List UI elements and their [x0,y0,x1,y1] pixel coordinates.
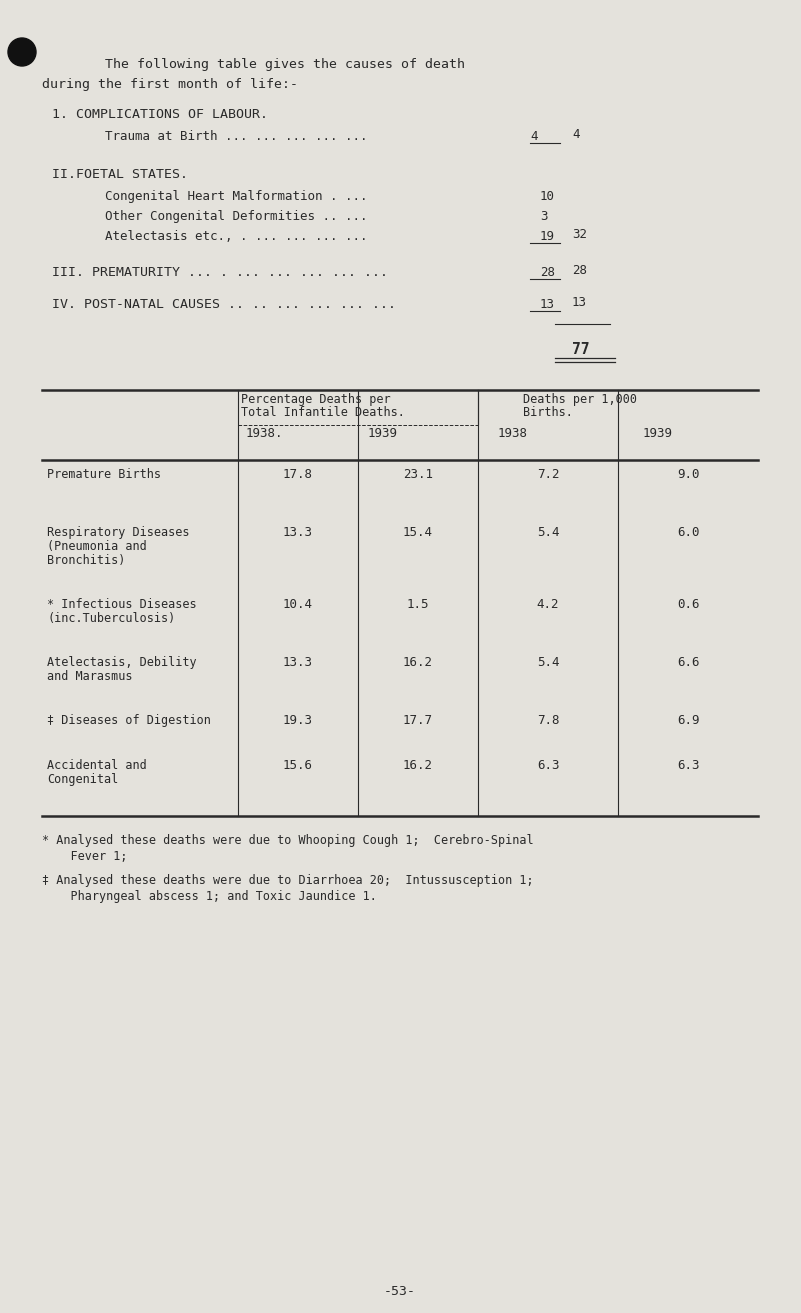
Text: Congenital Heart Malformation . ...: Congenital Heart Malformation . ... [105,190,368,204]
Text: 6.9: 6.9 [677,714,699,727]
Text: * Infectious Diseases: * Infectious Diseases [47,597,196,611]
Text: 32: 32 [572,228,587,242]
Text: 15.6: 15.6 [283,759,313,772]
Text: 19: 19 [540,230,555,243]
Text: * Analysed these deaths were due to Whooping Cough 1;  Cerebro-Spinal: * Analysed these deaths were due to Whoo… [42,834,533,847]
Text: Percentage Deaths per: Percentage Deaths per [241,393,391,406]
Text: IV. POST-NATAL CAUSES .. .. ... ... ... ...: IV. POST-NATAL CAUSES .. .. ... ... ... … [52,298,396,311]
Text: III. PREMATURITY ... . ... ... ... ... ...: III. PREMATURITY ... . ... ... ... ... .… [52,267,388,278]
Text: 6.6: 6.6 [677,656,699,670]
Text: 13.3: 13.3 [283,656,313,670]
Text: 9.0: 9.0 [677,467,699,481]
Text: Fever 1;: Fever 1; [42,850,127,863]
Text: 1938: 1938 [498,427,528,440]
Text: 28: 28 [572,264,587,277]
Text: 7.8: 7.8 [537,714,559,727]
Text: 7.2: 7.2 [537,467,559,481]
Text: Deaths per 1,000: Deaths per 1,000 [523,393,637,406]
Text: 13.3: 13.3 [283,527,313,540]
Text: 6.3: 6.3 [537,759,559,772]
Text: 16.2: 16.2 [403,759,433,772]
Text: 1. COMPLICATIONS OF LABOUR.: 1. COMPLICATIONS OF LABOUR. [52,108,268,121]
Text: 15.4: 15.4 [403,527,433,540]
Text: 6.0: 6.0 [677,527,699,540]
Text: Trauma at Birth ... ... ... ... ...: Trauma at Birth ... ... ... ... ... [105,130,368,143]
Text: ‡ Analysed these deaths were due to Diarrhoea 20;  Intussusception 1;: ‡ Analysed these deaths were due to Diar… [42,874,533,888]
Text: 13: 13 [540,298,555,311]
Text: 4.2: 4.2 [537,597,559,611]
Text: 10: 10 [540,190,555,204]
Text: 17.7: 17.7 [403,714,433,727]
Text: 13: 13 [572,295,587,309]
Text: (Pneumonia and: (Pneumonia and [47,540,147,553]
Text: during the first month of life:-: during the first month of life:- [42,77,298,91]
Text: (inc.Tuberculosis): (inc.Tuberculosis) [47,612,175,625]
Text: 17.8: 17.8 [283,467,313,481]
Text: 0.6: 0.6 [677,597,699,611]
Text: Pharyngeal abscess 1; and Toxic Jaundice 1.: Pharyngeal abscess 1; and Toxic Jaundice… [42,890,377,903]
Text: 19.3: 19.3 [283,714,313,727]
Text: Bronchitis): Bronchitis) [47,554,126,567]
Text: 10.4: 10.4 [283,597,313,611]
Text: 4: 4 [530,130,537,143]
Text: 1939: 1939 [643,427,673,440]
Text: Accidental and: Accidental and [47,759,147,772]
Circle shape [8,38,36,66]
Text: Total Infantile Deaths.: Total Infantile Deaths. [241,406,405,419]
Text: Births.: Births. [523,406,573,419]
Text: 3: 3 [540,210,548,223]
Text: 28: 28 [540,267,555,278]
Text: Atelectasis, Debility: Atelectasis, Debility [47,656,196,670]
Text: Other Congenital Deformities .. ...: Other Congenital Deformities .. ... [105,210,368,223]
Text: 1938.: 1938. [246,427,284,440]
Text: Congenital: Congenital [47,773,119,786]
Text: 16.2: 16.2 [403,656,433,670]
Text: -53-: -53- [384,1285,416,1299]
Text: and Marasmus: and Marasmus [47,670,132,683]
Text: 1.5: 1.5 [407,597,429,611]
Text: 5.4: 5.4 [537,527,559,540]
Text: II.FOETAL STATES.: II.FOETAL STATES. [52,168,188,181]
Text: 6.3: 6.3 [677,759,699,772]
Text: Atelectasis etc., . ... ... ... ...: Atelectasis etc., . ... ... ... ... [105,230,368,243]
Text: 5.4: 5.4 [537,656,559,670]
Text: 23.1: 23.1 [403,467,433,481]
Text: 77: 77 [572,341,590,357]
Text: Premature Births: Premature Births [47,467,161,481]
Text: 1939: 1939 [368,427,398,440]
Text: ‡ Diseases of Digestion: ‡ Diseases of Digestion [47,714,211,727]
Text: Respiratory Diseases: Respiratory Diseases [47,527,190,540]
Text: The following table gives the causes of death: The following table gives the causes of … [105,58,465,71]
Text: 4: 4 [572,127,579,140]
